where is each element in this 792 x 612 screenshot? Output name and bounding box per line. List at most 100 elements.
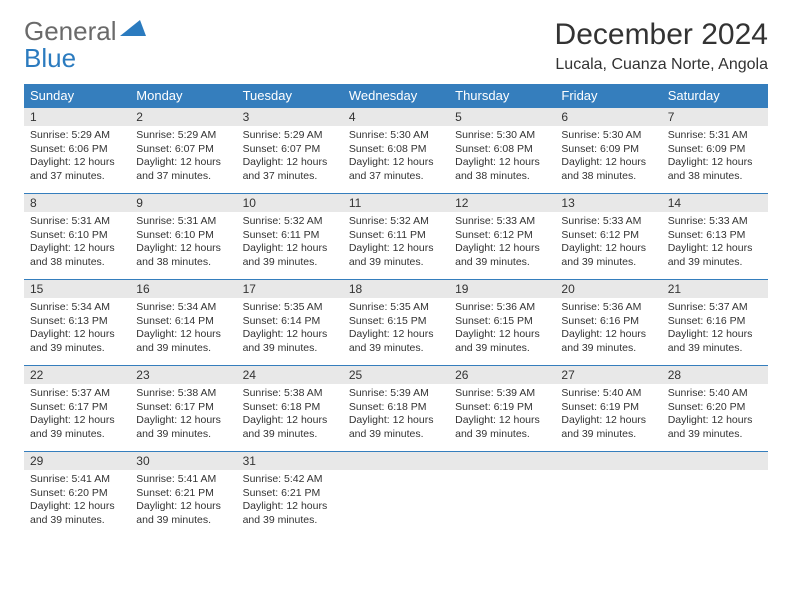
daylight-label: Daylight: <box>561 242 602 254</box>
sunrise-label: Sunrise: <box>136 387 175 399</box>
day-body: Sunrise: 5:41 AMSunset: 6:20 PMDaylight:… <box>24 470 130 532</box>
sunrise-label: Sunrise: <box>561 129 600 141</box>
daylight-label: Daylight: <box>668 414 709 426</box>
daylight-label: Daylight: <box>455 242 496 254</box>
calendar-cell: 10Sunrise: 5:32 AMSunset: 6:11 PMDayligh… <box>237 194 343 280</box>
sunrise-value: 5:37 AM <box>709 301 748 313</box>
sunset-label: Sunset: <box>30 401 66 413</box>
daylight-label: Daylight: <box>349 242 390 254</box>
daylight-label: Daylight: <box>30 328 71 340</box>
sunset-value: 6:20 PM <box>69 487 108 499</box>
day-number: 30 <box>130 452 236 470</box>
sunrise-label: Sunrise: <box>455 387 494 399</box>
day-body: Sunrise: 5:31 AMSunset: 6:10 PMDaylight:… <box>130 212 236 274</box>
calendar-cell: 13Sunrise: 5:33 AMSunset: 6:12 PMDayligh… <box>555 194 661 280</box>
sunset-value: 6:08 PM <box>494 143 533 155</box>
day-number-empty <box>555 452 661 470</box>
day-number-empty <box>449 452 555 470</box>
calendar-cell <box>555 452 661 538</box>
day-number: 16 <box>130 280 236 298</box>
sunset-label: Sunset: <box>243 229 279 241</box>
day-body: Sunrise: 5:32 AMSunset: 6:11 PMDaylight:… <box>343 212 449 274</box>
calendar-cell: 9Sunrise: 5:31 AMSunset: 6:10 PMDaylight… <box>130 194 236 280</box>
day-number: 18 <box>343 280 449 298</box>
sunrise-value: 5:29 AM <box>284 129 323 141</box>
calendar-cell: 26Sunrise: 5:39 AMSunset: 6:19 PMDayligh… <box>449 366 555 452</box>
weekday-header: Tuesday <box>237 84 343 108</box>
sunset-value: 6:10 PM <box>175 229 214 241</box>
logo-text: General Blue <box>24 18 117 71</box>
weekday-header: Saturday <box>662 84 768 108</box>
calendar-cell: 5Sunrise: 5:30 AMSunset: 6:08 PMDaylight… <box>449 108 555 194</box>
sunrise-value: 5:37 AM <box>71 387 110 399</box>
sunset-value: 6:20 PM <box>706 401 745 413</box>
daylight-label: Daylight: <box>455 328 496 340</box>
sunrise-value: 5:32 AM <box>284 215 323 227</box>
calendar-body: 1Sunrise: 5:29 AMSunset: 6:06 PMDaylight… <box>24 108 768 538</box>
calendar-header: SundayMondayTuesdayWednesdayThursdayFrid… <box>24 84 768 108</box>
day-body-empty <box>555 470 661 530</box>
calendar-row: 8Sunrise: 5:31 AMSunset: 6:10 PMDaylight… <box>24 194 768 280</box>
day-body: Sunrise: 5:38 AMSunset: 6:17 PMDaylight:… <box>130 384 236 446</box>
sunrise-label: Sunrise: <box>243 215 282 227</box>
sunset-value: 6:21 PM <box>281 487 320 499</box>
sunrise-value: 5:41 AM <box>71 473 110 485</box>
day-number: 26 <box>449 366 555 384</box>
sunset-label: Sunset: <box>30 487 66 499</box>
day-number: 3 <box>237 108 343 126</box>
sunrise-value: 5:34 AM <box>71 301 110 313</box>
day-number: 17 <box>237 280 343 298</box>
day-body: Sunrise: 5:39 AMSunset: 6:18 PMDaylight:… <box>343 384 449 446</box>
logo: General Blue <box>24 18 146 71</box>
sunset-label: Sunset: <box>349 229 385 241</box>
daylight-label: Daylight: <box>455 156 496 168</box>
sunset-value: 6:08 PM <box>387 143 426 155</box>
sunset-label: Sunset: <box>136 487 172 499</box>
weekday-header: Monday <box>130 84 236 108</box>
daylight-label: Daylight: <box>349 328 390 340</box>
title-block: December 2024 Lucala, Cuanza Norte, Ango… <box>555 18 768 74</box>
day-body: Sunrise: 5:38 AMSunset: 6:18 PMDaylight:… <box>237 384 343 446</box>
sunset-value: 6:13 PM <box>69 315 108 327</box>
weekday-header: Thursday <box>449 84 555 108</box>
day-number: 10 <box>237 194 343 212</box>
daylight-label: Daylight: <box>349 156 390 168</box>
sunset-value: 6:16 PM <box>706 315 745 327</box>
logo-line1: General <box>24 16 117 46</box>
sunrise-label: Sunrise: <box>561 387 600 399</box>
day-body: Sunrise: 5:35 AMSunset: 6:14 PMDaylight:… <box>237 298 343 360</box>
sunset-value: 6:11 PM <box>387 229 425 241</box>
header: General Blue December 2024 Lucala, Cuanz… <box>24 18 768 74</box>
sunrise-label: Sunrise: <box>668 215 707 227</box>
sunrise-label: Sunrise: <box>136 129 175 141</box>
sunrise-label: Sunrise: <box>243 129 282 141</box>
sunrise-label: Sunrise: <box>455 301 494 313</box>
daylight-label: Daylight: <box>668 242 709 254</box>
calendar-cell: 4Sunrise: 5:30 AMSunset: 6:08 PMDaylight… <box>343 108 449 194</box>
sunrise-value: 5:33 AM <box>709 215 748 227</box>
calendar-cell: 21Sunrise: 5:37 AMSunset: 6:16 PMDayligh… <box>662 280 768 366</box>
sunset-label: Sunset: <box>561 143 597 155</box>
day-number: 11 <box>343 194 449 212</box>
calendar-cell: 17Sunrise: 5:35 AMSunset: 6:14 PMDayligh… <box>237 280 343 366</box>
daylight-label: Daylight: <box>30 414 71 426</box>
calendar-cell: 23Sunrise: 5:38 AMSunset: 6:17 PMDayligh… <box>130 366 236 452</box>
sunrise-label: Sunrise: <box>136 301 175 313</box>
sunset-value: 6:10 PM <box>69 229 108 241</box>
sunrise-label: Sunrise: <box>561 301 600 313</box>
day-body: Sunrise: 5:29 AMSunset: 6:07 PMDaylight:… <box>237 126 343 188</box>
day-number: 22 <box>24 366 130 384</box>
day-body: Sunrise: 5:32 AMSunset: 6:11 PMDaylight:… <box>237 212 343 274</box>
day-number: 4 <box>343 108 449 126</box>
sunset-label: Sunset: <box>349 143 385 155</box>
day-body: Sunrise: 5:30 AMSunset: 6:09 PMDaylight:… <box>555 126 661 188</box>
sunrise-label: Sunrise: <box>30 215 69 227</box>
sunrise-value: 5:40 AM <box>603 387 642 399</box>
calendar-cell: 6Sunrise: 5:30 AMSunset: 6:09 PMDaylight… <box>555 108 661 194</box>
day-number: 12 <box>449 194 555 212</box>
calendar-cell: 14Sunrise: 5:33 AMSunset: 6:13 PMDayligh… <box>662 194 768 280</box>
sunrise-label: Sunrise: <box>30 387 69 399</box>
location: Lucala, Cuanza Norte, Angola <box>555 56 768 74</box>
sunset-label: Sunset: <box>668 401 704 413</box>
sunrise-value: 5:42 AM <box>284 473 323 485</box>
